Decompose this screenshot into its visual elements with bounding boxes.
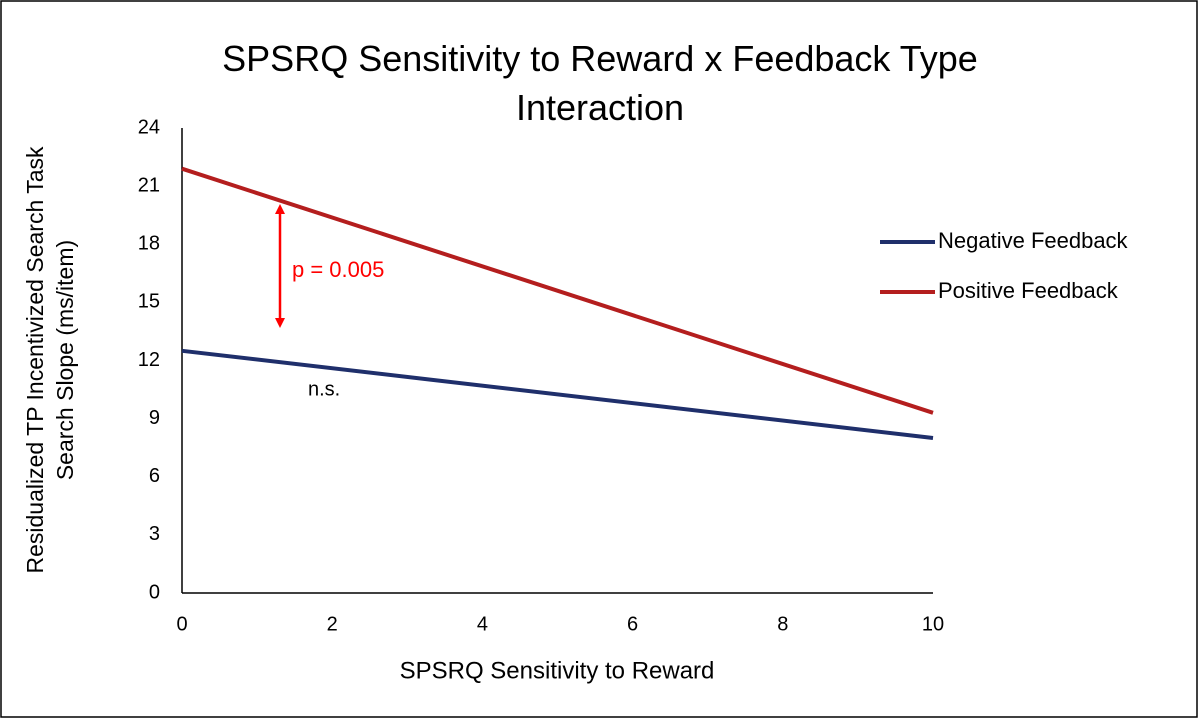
y-tick-label: 6 <box>149 465 160 487</box>
series-line <box>181 166 934 415</box>
y-tick-label: 0 <box>149 581 160 603</box>
legend-label: Negative Feedback <box>938 228 1129 253</box>
x-tick-label: 10 <box>922 613 944 635</box>
y-tick-label: 21 <box>138 174 160 196</box>
x-tick-label: 6 <box>627 613 638 635</box>
y-axis-label: Residualized TP Incentivized Search Task… <box>22 146 78 574</box>
x-tick-label: 4 <box>477 613 488 635</box>
y-tick-label: 15 <box>138 291 160 313</box>
x-tick-label: 0 <box>176 613 187 635</box>
y-tick-label: 12 <box>138 349 160 371</box>
x-tick-label: 8 <box>777 613 788 635</box>
legend-label: Positive Feedback <box>938 278 1119 303</box>
y-tick-label: 24 <box>138 116 160 138</box>
chart-title: SPSRQ Sensitivity to Reward x Feedback T… <box>222 38 978 128</box>
annotation: n.s. <box>308 378 340 400</box>
y-tick-label: 18 <box>138 233 160 255</box>
y-tick-label: 9 <box>149 407 160 429</box>
series-line <box>181 348 934 440</box>
x-tick-label: 2 <box>327 613 338 635</box>
y-tick-label: 3 <box>149 523 160 545</box>
x-axis-label: SPSRQ Sensitivity to Reward <box>400 657 715 684</box>
annotation: p = 0.005 <box>292 257 384 282</box>
